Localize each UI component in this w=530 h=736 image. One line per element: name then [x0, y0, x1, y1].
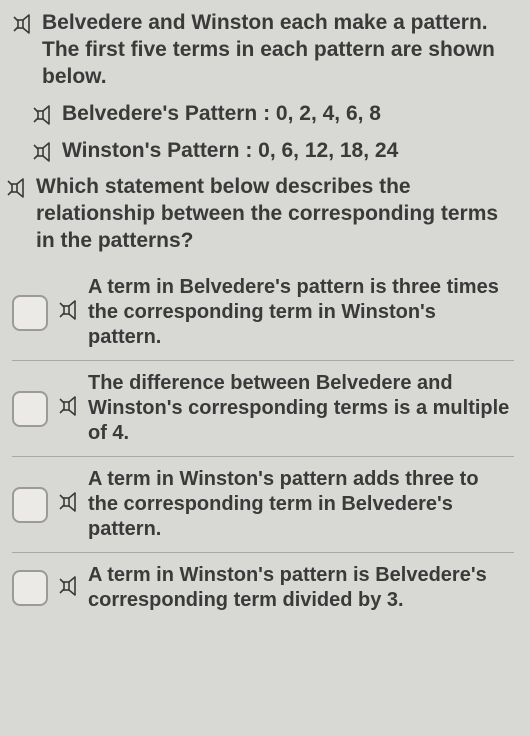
question-prompt: Which statement below describes the rela… [36, 174, 514, 255]
option-row: A term in Winston's pattern adds three t… [12, 457, 514, 553]
speaker-icon[interactable] [58, 491, 80, 518]
speaker-icon[interactable] [6, 177, 28, 199]
option-checkbox[interactable] [12, 295, 48, 331]
option-row: The difference between Belvedere and Win… [12, 361, 514, 457]
speaker-icon[interactable] [58, 395, 80, 422]
option-checkbox[interactable] [12, 487, 48, 523]
option-text: A term in Winston's pattern adds three t… [88, 467, 514, 542]
speaker-icon[interactable] [58, 575, 80, 602]
option-checkbox[interactable] [12, 570, 48, 606]
option-checkbox[interactable] [12, 391, 48, 427]
pattern-2-text: Winston's Pattern : 0, 6, 12, 18, 24 [62, 138, 398, 165]
option-row: A term in Belvedere's pattern is three t… [12, 265, 514, 361]
option-row: A term in Winston's pattern is Belvedere… [12, 553, 514, 623]
speaker-icon[interactable] [32, 104, 54, 126]
option-text: A term in Belvedere's pattern is three t… [88, 275, 514, 350]
options-list: A term in Belvedere's pattern is three t… [12, 265, 514, 623]
question-intro: Belvedere and Winston each make a patter… [42, 10, 514, 91]
option-text: A term in Winston's pattern is Belvedere… [88, 563, 514, 613]
speaker-icon[interactable] [12, 13, 34, 35]
pattern-1-text: Belvedere's Pattern : 0, 2, 4, 6, 8 [62, 101, 381, 128]
speaker-icon[interactable] [32, 141, 54, 163]
speaker-icon[interactable] [58, 299, 80, 326]
option-text: The difference between Belvedere and Win… [88, 371, 514, 446]
